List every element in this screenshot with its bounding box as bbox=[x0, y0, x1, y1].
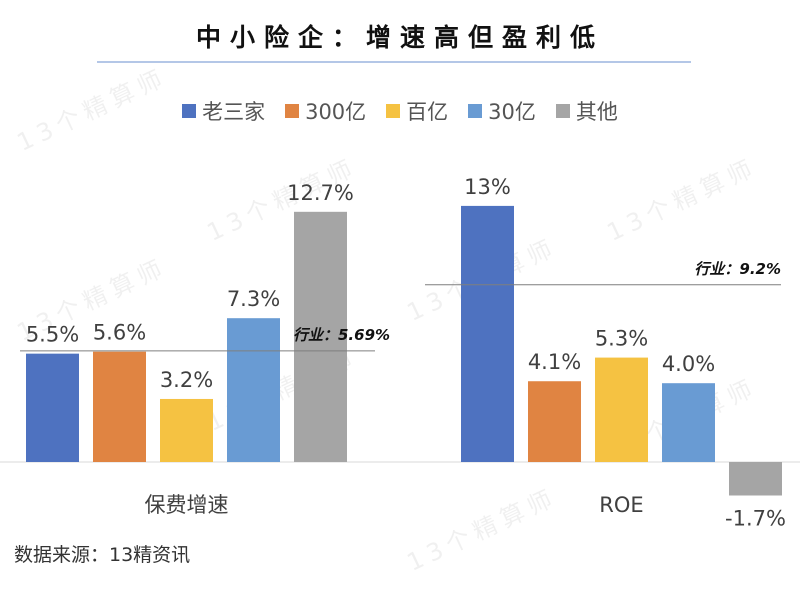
legend-item: 其他 bbox=[555, 96, 618, 126]
legend-swatch bbox=[182, 104, 197, 118]
industry-reference-label: 行业：5.69% bbox=[293, 326, 390, 344]
data-label: 7.3% bbox=[227, 287, 280, 311]
legend-label: 其他 bbox=[575, 100, 618, 124]
legend-swatch bbox=[555, 104, 570, 118]
legend-item: 老三家 bbox=[182, 96, 265, 126]
chart-title: 中小险企：增速高但盈利低 bbox=[195, 23, 604, 52]
bar bbox=[461, 205, 514, 462]
data-label: 4.0% bbox=[662, 352, 715, 376]
industry-reference-label: 行业：9.2% bbox=[694, 260, 781, 278]
legend-item: 百亿 bbox=[386, 96, 448, 126]
bar bbox=[528, 381, 581, 462]
category-label: ROE bbox=[599, 493, 643, 517]
title-divider bbox=[97, 61, 691, 63]
bar bbox=[93, 351, 146, 462]
legend-swatch bbox=[386, 104, 401, 118]
category-label: 保费增速 bbox=[145, 493, 229, 517]
data-label: 5.5% bbox=[26, 323, 79, 347]
legend-swatch bbox=[285, 104, 300, 118]
data-label: 13% bbox=[464, 175, 511, 199]
data-label: -1.7% bbox=[725, 506, 786, 530]
data-label: 5.3% bbox=[595, 327, 648, 351]
bar bbox=[294, 211, 347, 462]
legend-label: 老三家 bbox=[202, 100, 266, 124]
bar bbox=[595, 357, 648, 462]
bar bbox=[26, 353, 79, 462]
bar bbox=[227, 318, 280, 462]
legend-swatch bbox=[468, 104, 483, 118]
source-note: 数据来源：13精资讯 bbox=[14, 544, 191, 566]
data-label: 4.1% bbox=[528, 350, 581, 374]
legend-label: 百亿 bbox=[406, 100, 449, 124]
bar bbox=[729, 462, 782, 496]
legend: 老三家 300亿 百亿 30亿 其他 bbox=[0, 96, 800, 126]
bar bbox=[662, 383, 715, 462]
legend-label: 300亿 bbox=[305, 100, 367, 124]
legend-item: 30亿 bbox=[468, 96, 536, 126]
legend-item: 300亿 bbox=[285, 96, 366, 126]
legend-label: 30亿 bbox=[488, 100, 536, 124]
data-label: 5.6% bbox=[93, 321, 146, 345]
data-label: 12.7% bbox=[287, 181, 354, 205]
bar bbox=[160, 398, 213, 462]
data-label: 3.2% bbox=[160, 368, 213, 392]
